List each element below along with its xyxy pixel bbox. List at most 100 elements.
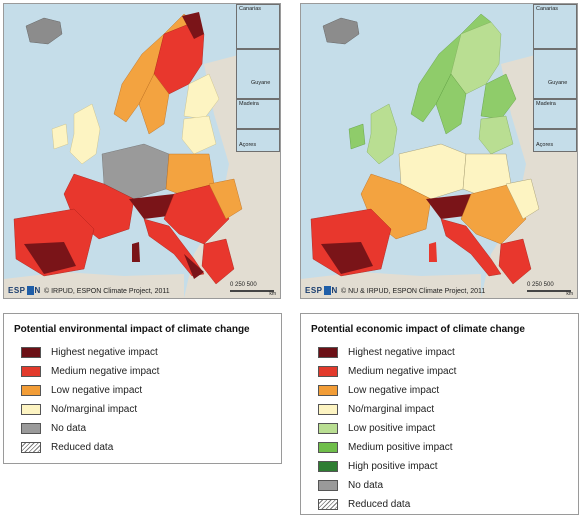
region-greece [201, 238, 235, 285]
legend-swatch [318, 498, 338, 510]
legend-item: Highest negative impact [21, 346, 158, 358]
legend-label: Low positive impact [348, 422, 436, 434]
logo-text: N [34, 285, 41, 295]
inset-label: Madeira [239, 101, 259, 107]
legend-label: Low negative impact [348, 384, 440, 396]
legend-item: Low positive impact [318, 422, 435, 434]
region-ireland [348, 123, 366, 150]
region-baltics [478, 115, 514, 155]
inset-madeira: Madeira [533, 99, 577, 129]
scale-bar: 0 250 500 km [230, 282, 276, 297]
inset-label: Canarias [536, 6, 559, 12]
region-finland-south [480, 73, 517, 120]
inset-label: Canarias [239, 6, 262, 12]
region-sardinia [429, 242, 437, 262]
inset-label: Açores [536, 142, 554, 148]
legend-label: Low negative impact [51, 384, 143, 396]
region-uk [69, 103, 101, 165]
legend-item: No data [21, 422, 86, 434]
legend-item: No data [318, 479, 383, 491]
environmental-impact-map: Canarias Guyane Madeira Açores ESP N © I… [3, 3, 281, 299]
landmass-iceland [322, 17, 360, 45]
region-uk [366, 103, 398, 165]
legend-swatch [21, 346, 41, 358]
legend-swatch [318, 365, 338, 377]
region-sardinia [132, 242, 140, 262]
legend-swatch [21, 384, 41, 396]
map-credit: © IRPUD, ESPON Climate Project, 2011 [44, 288, 170, 295]
inset-canarias: Canarias [533, 4, 577, 49]
legend-item: No/marginal impact [318, 403, 434, 415]
legend-label: Highest negative impact [348, 346, 455, 358]
legend-label: High positive impact [348, 460, 438, 472]
region-sweden-south [138, 73, 170, 135]
legend-title: Potential environmental impact of climat… [14, 324, 250, 335]
legend-swatch [318, 346, 338, 358]
region-sweden-south [435, 73, 467, 135]
inset-label: Madeira [536, 101, 556, 107]
legend-swatch [318, 460, 338, 472]
economic-impact-map: Canarias Guyane Madeira Açores ESP N © N… [300, 3, 578, 299]
legend-label: Reduced data [348, 498, 411, 510]
legend-swatch [21, 403, 41, 415]
inset-canarias: Canarias [236, 4, 280, 49]
legend-item: Medium negative impact [318, 365, 456, 377]
logo-text: N [331, 285, 338, 295]
legend-item: Low negative impact [318, 384, 439, 396]
legend-label: Highest negative impact [51, 346, 158, 358]
scale-unit: km [269, 291, 276, 297]
region-greece [498, 238, 532, 285]
legend-swatch [318, 403, 338, 415]
legend-item: Highest negative impact [318, 346, 455, 358]
legend-label: Medium positive impact [348, 441, 453, 453]
map-credit: © NU & IRPUD, ESPON Climate Project, 201… [341, 288, 486, 295]
scale-line [527, 290, 571, 292]
legend-label: No/marginal impact [348, 403, 435, 415]
region-italy-south [184, 254, 204, 279]
inset-label: Guyane [548, 80, 568, 86]
region-iberia-south [24, 242, 76, 274]
scale-line [230, 290, 274, 292]
legend-label: Reduced data [51, 441, 114, 453]
inset-label: Açores [239, 142, 257, 148]
logo-mark [26, 285, 34, 295]
scale-labels: 0 250 500 [527, 282, 554, 288]
environmental-legend: Potential environmental impact of climat… [3, 313, 282, 464]
legend-item: Medium positive impact [318, 441, 452, 453]
inset-caribbean: Guyane [236, 49, 280, 99]
legend-item: Low negative impact [21, 384, 142, 396]
legend-swatch [21, 441, 41, 453]
overseas-insets: Canarias Guyane Madeira Açores [533, 4, 577, 152]
economic-legend: Potential economic impact of climate cha… [300, 313, 579, 515]
region-iberia-south [321, 242, 373, 274]
region-lapland [182, 12, 204, 39]
espon-logo: ESP N [8, 285, 41, 295]
region-baltics [181, 115, 217, 155]
logo-text: ESP [305, 285, 323, 295]
legend-swatch [318, 422, 338, 434]
region-romania [208, 178, 243, 220]
legend-swatch [318, 384, 338, 396]
scale-bar: 0 250 500 km [527, 282, 573, 297]
overseas-insets: Canarias Guyane Madeira Açores [236, 4, 280, 152]
legend-title: Potential economic impact of climate cha… [311, 324, 525, 335]
landmass-africa [4, 272, 184, 298]
legend-swatch [318, 479, 338, 491]
legend-label: Medium negative impact [51, 365, 160, 377]
legend-item: Medium negative impact [21, 365, 159, 377]
logo-text: ESP [8, 285, 26, 295]
legend-swatch [21, 422, 41, 434]
legend-label: No/marginal impact [51, 403, 138, 415]
legend-item: Reduced data [21, 441, 113, 453]
region-finland-south [183, 73, 220, 120]
inset-madeira: Madeira [236, 99, 280, 129]
region-italy [440, 218, 502, 277]
legend-label: No data [51, 422, 87, 434]
legend-item: No/marginal impact [21, 403, 137, 415]
landmass-africa [301, 272, 481, 298]
inset-label: Guyane [251, 80, 271, 86]
inset-acores: Açores [236, 129, 280, 152]
inset-acores: Açores [533, 129, 577, 152]
legend-swatch [318, 441, 338, 453]
region-ireland [51, 123, 69, 150]
